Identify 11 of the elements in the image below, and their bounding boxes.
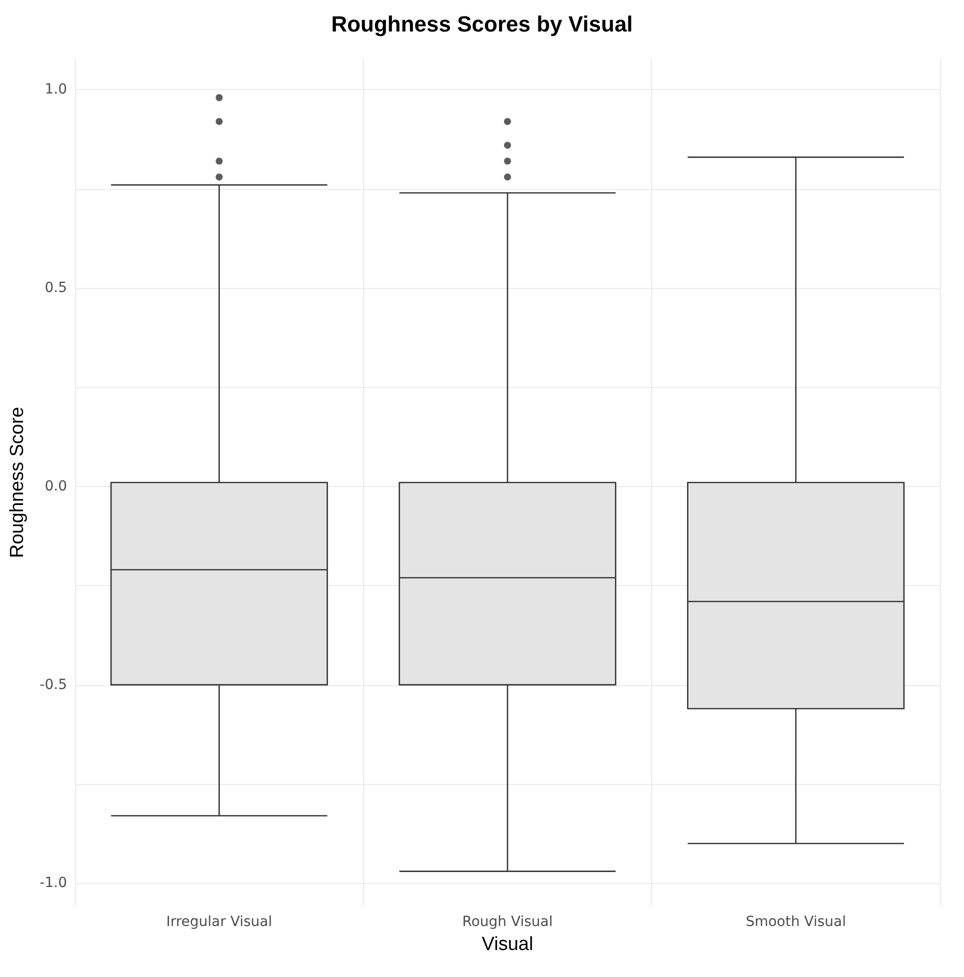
y-tick-label: -1.0 [40, 875, 67, 892]
x-tick-label: Irregular Visual [166, 914, 272, 930]
chart-title: Roughness Scores by Visual [331, 12, 633, 36]
y-tick-label: 0.0 [44, 478, 67, 494]
x-tick-label: Smooth Visual [746, 914, 846, 930]
y-axis-title: Roughness Score [7, 406, 28, 558]
y-tick-label: 1.0 [44, 82, 67, 98]
y-tick-label: 0.5 [44, 280, 67, 296]
y-tick-label: -0.5 [40, 676, 67, 693]
x-axis-title: Visual [482, 934, 534, 955]
x-tick-label: Rough Visual [462, 914, 553, 930]
